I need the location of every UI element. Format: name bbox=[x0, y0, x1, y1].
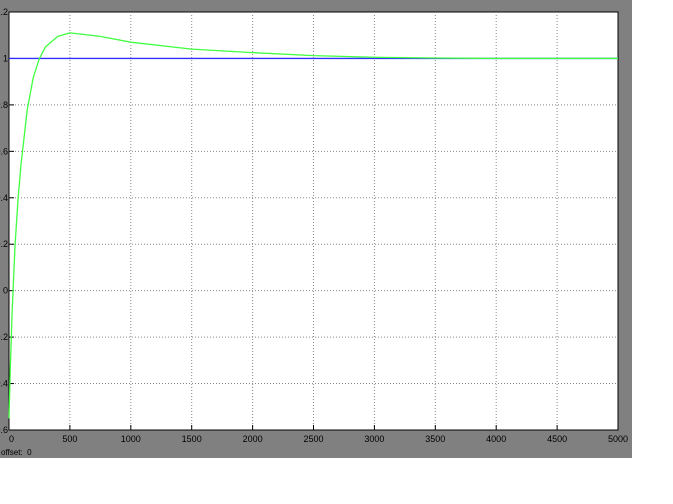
x-tick-label: 4000 bbox=[486, 434, 506, 444]
x-tick-label: 1000 bbox=[121, 434, 141, 444]
offset-value: 0 bbox=[27, 448, 32, 457]
offset-readout: offset: 0 bbox=[1, 448, 32, 457]
offset-label: offset: bbox=[1, 448, 23, 457]
y-tick-label: -0.6 bbox=[0, 425, 8, 435]
plot-area bbox=[8, 11, 619, 431]
y-tick-label: 1.2 bbox=[0, 7, 8, 17]
y-tick-label: 1 bbox=[3, 53, 8, 63]
x-tick-label: 2500 bbox=[303, 434, 323, 444]
y-tick-label: -0.2 bbox=[0, 332, 8, 342]
series-line-0 bbox=[8, 32, 618, 419]
y-tick-label: 0.6 bbox=[0, 146, 8, 156]
x-tick-label: 1500 bbox=[182, 434, 202, 444]
x-tick-label: 4500 bbox=[547, 434, 567, 444]
y-tick-label: 0.2 bbox=[0, 239, 8, 249]
y-tick-label: 0.4 bbox=[0, 193, 8, 203]
y-tick-label: 0 bbox=[3, 286, 8, 296]
x-tick-label: 5000 bbox=[608, 434, 628, 444]
x-tick-label: 0 bbox=[9, 434, 14, 444]
x-tick-label: 3000 bbox=[364, 434, 384, 444]
x-tick-label: 3500 bbox=[425, 434, 445, 444]
x-tick-label: 500 bbox=[62, 434, 77, 444]
y-tick-label: -0.4 bbox=[0, 379, 8, 389]
x-tick-label: 2000 bbox=[243, 434, 263, 444]
y-tick-label: 0.8 bbox=[0, 100, 8, 110]
